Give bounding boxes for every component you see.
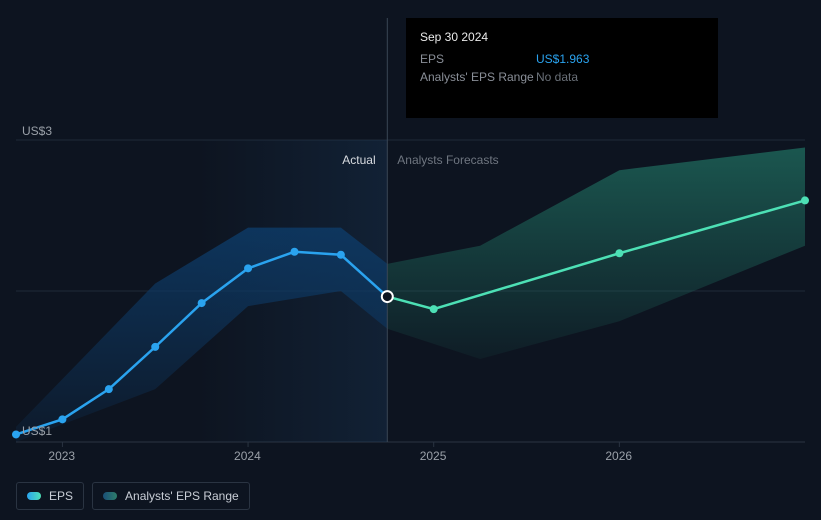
tooltip-eps-label: EPS <box>420 50 536 68</box>
x-axis-tick: 2023 <box>48 449 75 463</box>
legend-item-eps[interactable]: EPS <box>16 482 84 510</box>
legend-label-eps: EPS <box>49 489 73 503</box>
legend-item-range[interactable]: Analysts' EPS Range <box>92 482 250 510</box>
y-axis-tick-max: US$3 <box>22 124 52 138</box>
tooltip-range-label: Analysts' EPS Range <box>420 68 536 86</box>
legend-swatch-range <box>103 492 117 500</box>
tooltip-date: Sep 30 2024 <box>420 28 704 46</box>
tooltip-eps-value: US$1.963 <box>536 50 589 68</box>
tooltip-range-value: No data <box>536 68 578 86</box>
x-axis-tick: 2025 <box>420 449 447 463</box>
y-axis-tick-min: US$1 <box>22 424 52 438</box>
chart-tooltip: Sep 30 2024 EPS US$1.963 Analysts' EPS R… <box>406 18 718 118</box>
section-label-actual: Actual <box>342 153 375 167</box>
x-axis-tick: 2024 <box>234 449 261 463</box>
section-label-forecast: Analysts Forecasts <box>397 153 498 167</box>
legend-label-range: Analysts' EPS Range <box>125 489 239 503</box>
legend-swatch-eps <box>27 492 41 500</box>
x-axis-tick: 2026 <box>605 449 632 463</box>
eps-chart: Sep 30 2024 EPS US$1.963 Analysts' EPS R… <box>0 0 821 520</box>
chart-legend: EPS Analysts' EPS Range <box>16 482 250 510</box>
